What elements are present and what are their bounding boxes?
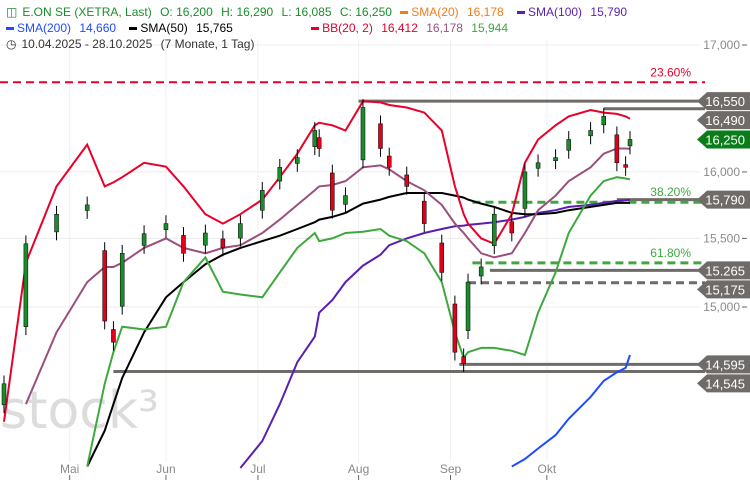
low-value: L: 16,085 (281, 5, 332, 19)
level-price-label: 15,790 (705, 193, 745, 208)
legend-sma100[interactable]: SMA(100) 15,790 (517, 5, 632, 19)
level-price-label-box (697, 190, 750, 209)
series-line-sma-100- (239, 198, 631, 469)
y-tick-label: 15,500 (703, 231, 740, 245)
candle (461, 356, 466, 364)
series-line-bb-upper (3, 100, 631, 422)
candle (566, 139, 571, 151)
x-tick-label: Mai (60, 462, 79, 476)
candle (119, 253, 125, 307)
candle (522, 171, 528, 209)
candle (422, 200, 427, 224)
candle (163, 223, 169, 230)
level-price-label-box (697, 261, 750, 280)
legend-sma50[interactable]: SMA(50) 15,765 (129, 21, 237, 35)
candle (478, 266, 484, 277)
candle (404, 174, 409, 187)
candlestick-icon: ◫ (6, 5, 18, 19)
open-value: O: 16,200 (160, 5, 213, 19)
candle (378, 123, 383, 149)
y-tick-label: 15,000 (703, 300, 740, 314)
fib-level-label: 38.20% (650, 185, 691, 199)
candle (203, 232, 208, 246)
candle (386, 155, 392, 168)
level-price-label-box (697, 111, 750, 130)
candle (343, 195, 348, 205)
fib-level-label: 23.60% (650, 65, 691, 79)
legend-row-2: SMA(200) 14,660 SMA(50) 15,765 BB(20, 2)… (6, 21, 518, 35)
candle (601, 116, 606, 126)
x-tick-label: Jun (156, 462, 175, 476)
candle (102, 250, 107, 322)
candle (141, 233, 147, 246)
candle (330, 172, 335, 211)
candle (535, 162, 541, 169)
level-price-label-box (697, 374, 750, 393)
candle (84, 204, 90, 211)
legend-sma20[interactable]: SMA(20) 16,178 (400, 5, 508, 19)
x-tick-label: Aug (348, 462, 369, 476)
candle (509, 221, 515, 234)
candle (627, 139, 633, 147)
candle (312, 130, 318, 147)
level-price-label: 15.265 (705, 263, 745, 278)
candle (553, 157, 558, 161)
candle (220, 238, 226, 249)
level-price-label-box (697, 92, 750, 111)
candle (23, 243, 29, 327)
level-price-label: 15,175 (705, 282, 745, 297)
candle (614, 134, 620, 164)
series-line-bb-middle (24, 147, 631, 405)
candle (111, 329, 116, 343)
level-price-label: 16,490 (705, 113, 745, 128)
watermark-logo: stock³ (0, 381, 159, 441)
legend-sma200[interactable]: SMA(200) 14,660 (6, 21, 121, 35)
legend-row-1: ◫ E.ON SE (XETRA, Last) O: 16,200 H: 16,2… (6, 5, 637, 19)
candle (623, 164, 628, 168)
clock-icon: ◷ (6, 37, 17, 51)
candle (588, 130, 593, 137)
candle (54, 213, 59, 233)
candle (295, 157, 300, 164)
date-range: 10.04.2025 - 28.10.2025 (21, 37, 153, 51)
level-price-label-box (697, 355, 750, 374)
legend-bb[interactable]: BB(20, 2) 16,412 16,178 15,944 (311, 21, 513, 35)
candle (316, 137, 322, 149)
y-tick-label: 17,000 (703, 38, 740, 52)
close-value: C: 16,250 (339, 5, 392, 19)
duration: (7 Monate, 1 Tag) (160, 37, 255, 51)
level-price-label: 16,550 (705, 94, 745, 109)
high-value: H: 16,290 (221, 5, 274, 19)
instrument-title: E.ON SE (XETRA, Last) (22, 5, 152, 19)
level-price-label-box (697, 280, 750, 299)
candle (181, 235, 186, 254)
candle (452, 303, 458, 353)
current-price-label-box (697, 130, 750, 149)
level-price-label: 14,595 (705, 357, 745, 372)
legend-row-3: ◷ 10.04.2025 - 28.10.2025 (7 Monate, 1 Ta… (6, 37, 259, 51)
x-tick-label: Sep (440, 462, 462, 476)
y-tick-label: 16,000 (703, 165, 740, 179)
series-line-bb-lower (86, 176, 631, 467)
candle (238, 223, 243, 239)
series-line-sma-200- (511, 354, 631, 468)
candle (1, 383, 7, 406)
candle (360, 107, 366, 161)
current-price-label: 16,250 (705, 132, 745, 147)
x-tick-label: Jul (250, 462, 265, 476)
level-price-label: 14,545 (705, 376, 745, 391)
candle (465, 281, 471, 331)
candle (260, 190, 265, 211)
candle (492, 213, 497, 246)
candle (439, 242, 445, 273)
x-tick-label: Okt (537, 462, 556, 476)
candle (277, 167, 283, 182)
fib-level-label: 61.80% (650, 246, 691, 260)
